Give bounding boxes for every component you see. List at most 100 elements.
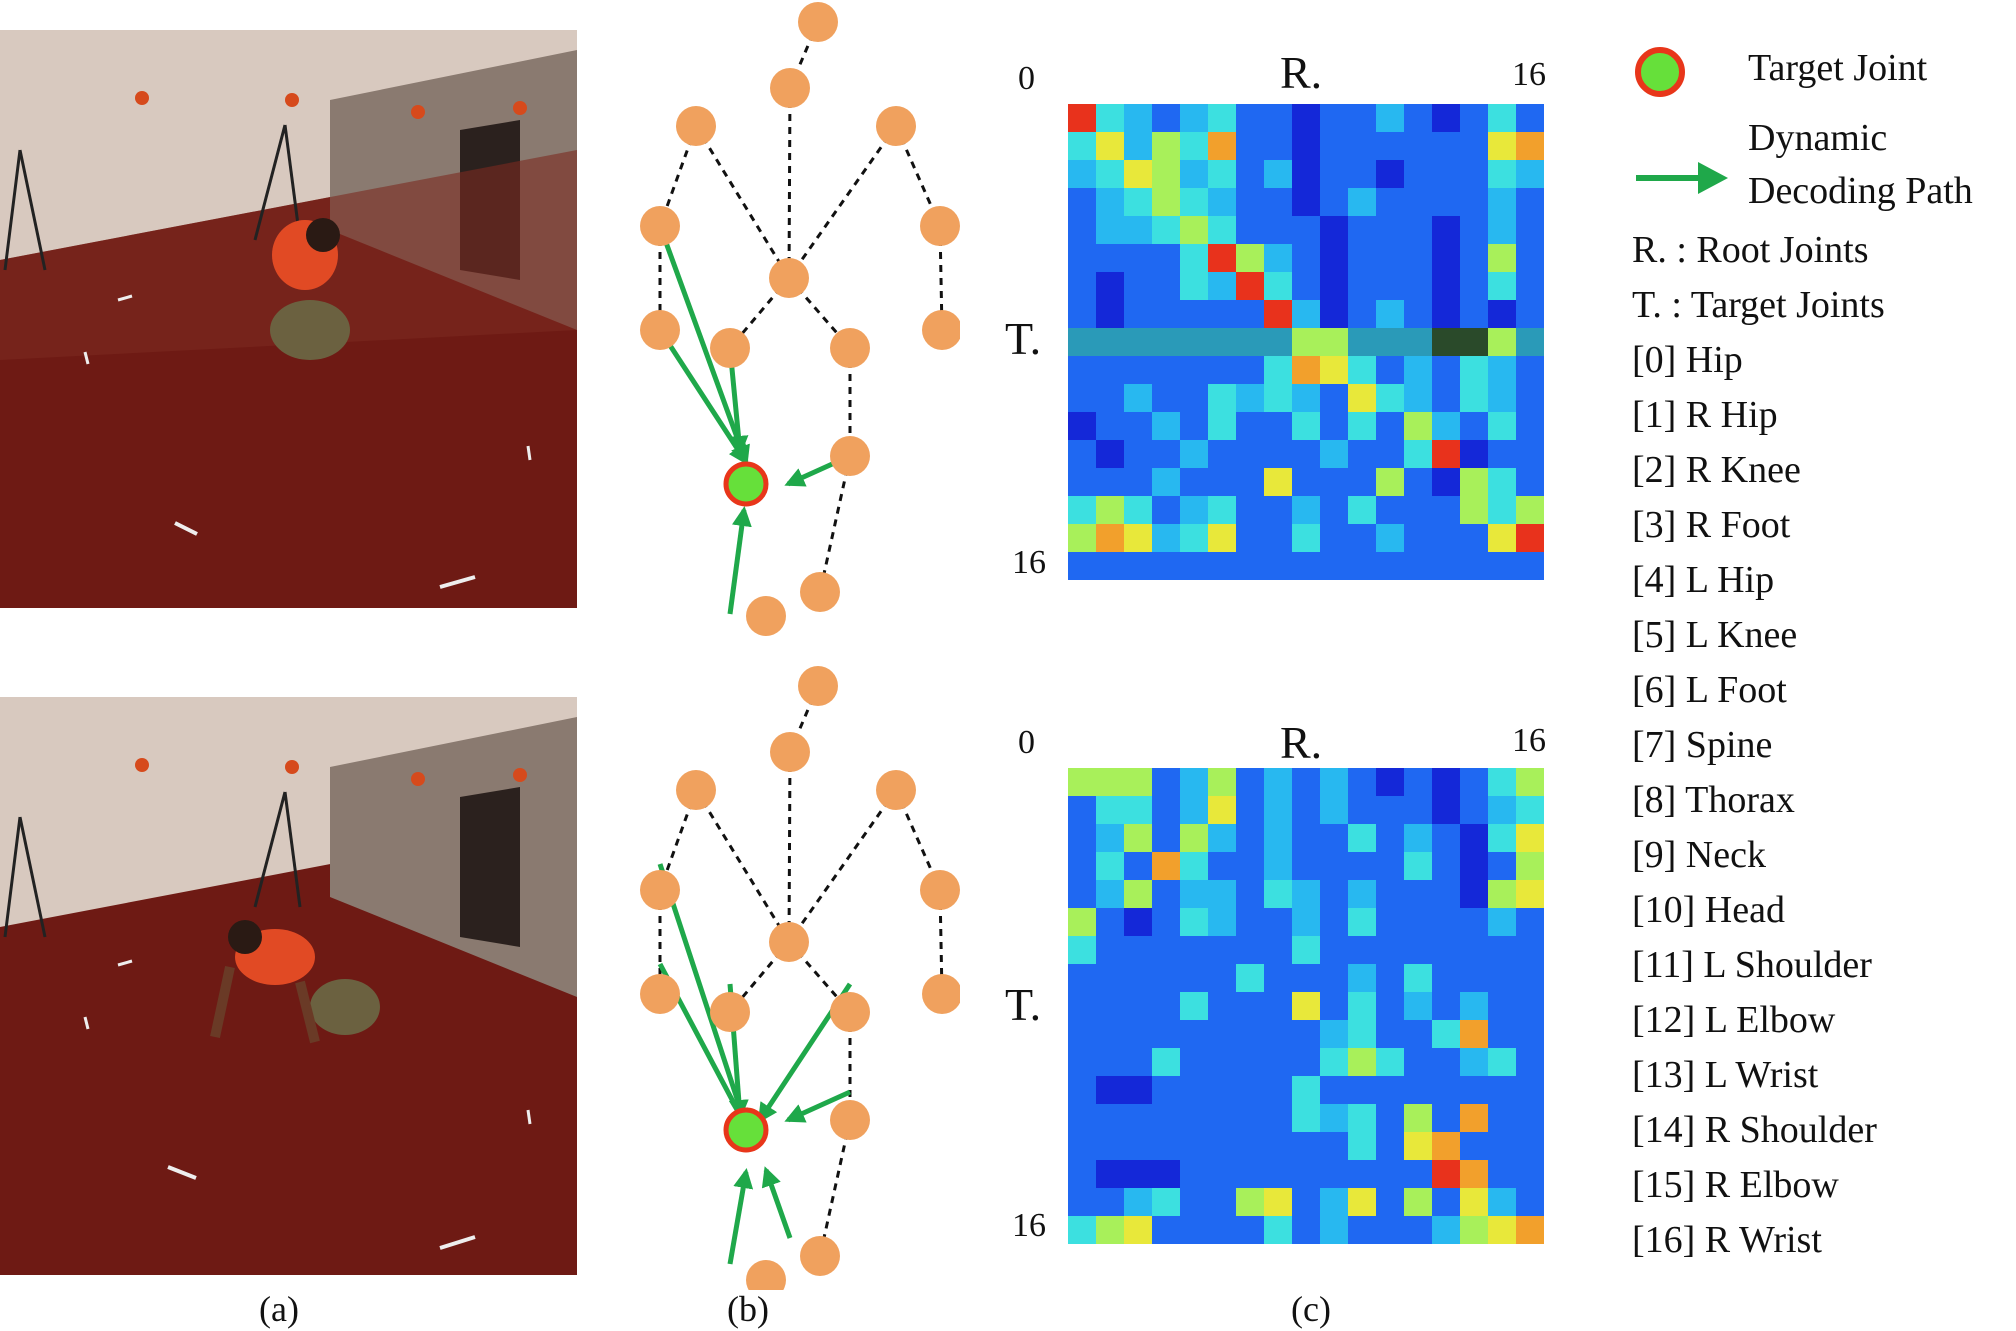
heatmap-top-cell-14-14 <box>1460 496 1489 525</box>
heatmap-bottom-cell-1-13 <box>1432 796 1461 825</box>
heatmap-top-cell-4-11 <box>1376 216 1405 245</box>
heatmap-top-cell-6-16 <box>1516 272 1544 301</box>
heatmap-bottom-cell-8-10 <box>1348 992 1377 1021</box>
heatmap-bottom-cell-4-15 <box>1488 880 1517 909</box>
heatmap-bottom-cell-0-16 <box>1516 768 1544 797</box>
heatmap-bottom-cell-3-9 <box>1320 852 1349 881</box>
heatmap-bottom-cell-9-8 <box>1292 1020 1321 1049</box>
heatmap-top-cell-6-14 <box>1460 272 1489 301</box>
heatmap-bottom-cell-4-11 <box>1376 880 1405 909</box>
heatmap-top-cell-15-8 <box>1292 524 1321 553</box>
skeleton-1-joint-10 <box>830 992 870 1032</box>
caption-b: (b) <box>727 1289 769 1329</box>
heatmap-bottom-cell-2-9 <box>1320 824 1349 853</box>
decoding-path-legend-arrow-icon <box>1636 162 1728 194</box>
heatmap-top-cell-6-12 <box>1404 272 1433 301</box>
heatmap-bottom-cell-1-1 <box>1096 796 1125 825</box>
heatmap-top-cell-0-3 <box>1152 104 1181 133</box>
heatmap-bottom-cell-9-13 <box>1432 1020 1461 1049</box>
heatmap-top-cell-7-5 <box>1208 300 1237 329</box>
joint-label-6: [6] L Foot <box>1632 669 1787 711</box>
heatmap-bottom-cell-12-6 <box>1236 1104 1265 1133</box>
heatmap-bottom-cell-12-10 <box>1348 1104 1377 1133</box>
heatmap-bottom-cell-9-11 <box>1376 1020 1405 1049</box>
heatmap-top-cell-4-15 <box>1488 216 1517 245</box>
heatmap-bottom-cell-15-14 <box>1460 1188 1489 1217</box>
heatmap-bottom-cell-2-7 <box>1264 824 1293 853</box>
heatmap-top-cell-13-5 <box>1208 468 1237 497</box>
skeleton-0-joint-10 <box>830 328 870 368</box>
heatmap-top-cell-11-12 <box>1404 412 1433 441</box>
skeleton-0-joint-7 <box>640 310 680 350</box>
heatmap-bottom-cell-4-13 <box>1432 880 1461 909</box>
heatmap-bottom-cell-12-3 <box>1152 1104 1181 1133</box>
heatmap-top-cell-16-0 <box>1068 552 1097 580</box>
heatmap-bottom-cell-12-8 <box>1292 1104 1321 1133</box>
heatmap-bottom-cell-5-6 <box>1236 908 1265 937</box>
heatmap-bottom-cell-16-3 <box>1152 1216 1181 1244</box>
heatmap-bottom-cell-10-12 <box>1404 1048 1433 1077</box>
heatmap-top-cell-11-14 <box>1460 412 1489 441</box>
heatmap-bottom-cell-6-12 <box>1404 936 1433 965</box>
heatmap-top-cell-13-6 <box>1236 468 1265 497</box>
heatmap-bottom-cell-13-9 <box>1320 1132 1349 1161</box>
heatmap-top-cell-1-8 <box>1292 132 1321 161</box>
heatmap-top-cell-8-9 <box>1320 328 1349 357</box>
joint-label-15: [15] R Elbow <box>1632 1164 1839 1206</box>
heatmap-bottom-cell-1-0 <box>1068 796 1097 825</box>
heatmap-bottom-cell-6-7 <box>1264 936 1293 965</box>
heatmap-bottom-cell-9-5 <box>1208 1020 1237 1049</box>
skeleton-0-arrow-0 <box>657 225 750 466</box>
heatmap-bottom-cell-0-8 <box>1292 768 1321 797</box>
heatmap-bottom-cell-10-10 <box>1348 1048 1377 1077</box>
heatmap-bottom-cell-15-15 <box>1488 1188 1517 1217</box>
heatmap-bottom-cell-15-3 <box>1152 1188 1181 1217</box>
heatmap-top-cell-7-12 <box>1404 300 1433 329</box>
skeleton-0-bone-11 <box>818 455 852 593</box>
heatmap-bottom-cell-4-12 <box>1404 880 1433 909</box>
heatmap-top-cell-6-5 <box>1208 272 1237 301</box>
heatmap-top-cell-11-16 <box>1516 412 1544 441</box>
heatmap-top-cell-16-12 <box>1404 552 1433 580</box>
heatmap-top-target-end-index: 16 <box>1012 544 1046 581</box>
heatmap-top-cell-0-15 <box>1488 104 1517 133</box>
heatmap-top-cell-5-12 <box>1404 244 1433 273</box>
heatmap-top-cell-6-11 <box>1376 272 1405 301</box>
heatmap-top-cell-7-4 <box>1180 300 1209 329</box>
heatmap-bottom-cell-11-9 <box>1320 1076 1349 1105</box>
heatmap-bottom-cell-12-1 <box>1096 1104 1125 1133</box>
heatmap-bottom-cell-2-4 <box>1180 824 1209 853</box>
heatmap-top-cell-5-5 <box>1208 244 1237 273</box>
heatmap-bottom-cell-0-1 <box>1096 768 1125 797</box>
heatmap-bottom-cell-13-16 <box>1516 1132 1544 1161</box>
heatmap-bottom-cell-1-12 <box>1404 796 1433 825</box>
heatmap-top-cell-10-0 <box>1068 384 1097 413</box>
heatmap-top-cell-12-12 <box>1404 440 1433 469</box>
heatmap-bottom-cell-14-14 <box>1460 1160 1489 1189</box>
skeleton-1-joint-13 <box>746 1260 786 1290</box>
heatmap-bottom-cell-16-10 <box>1348 1216 1377 1244</box>
heatmap-bottom-cell-3-2 <box>1124 852 1153 881</box>
heatmap-top-cell-16-3 <box>1152 552 1181 580</box>
heatmap-top-cell-7-7 <box>1264 300 1293 329</box>
heatmap-top-cell-9-15 <box>1488 356 1517 385</box>
heatmap-top-cell-7-3 <box>1152 300 1181 329</box>
heatmap-bottom-cell-16-5 <box>1208 1216 1237 1244</box>
heatmap-bottom-cell-5-5 <box>1208 908 1237 937</box>
heatmap-bottom-cell-8-2 <box>1124 992 1153 1021</box>
heatmap-top-cell-15-3 <box>1152 524 1181 553</box>
heatmap-bottom-cell-2-2 <box>1124 824 1153 853</box>
heatmap-top-cell-11-13 <box>1432 412 1461 441</box>
heatmap-bottom-cell-2-13 <box>1432 824 1461 853</box>
heatmap-top-cell-12-15 <box>1488 440 1517 469</box>
heatmap-bottom-cell-8-16 <box>1516 992 1544 1021</box>
heatmap-top-cell-1-4 <box>1180 132 1209 161</box>
skeleton-0-joint-0 <box>798 2 838 42</box>
heatmap-top-cell-5-7 <box>1264 244 1293 273</box>
heatmap-bottom-cell-10-9 <box>1320 1048 1349 1077</box>
skeleton-0-joint-14 <box>800 572 840 612</box>
heatmap-top-cell-9-1 <box>1096 356 1125 385</box>
heatmap-top-cell-13-13 <box>1432 468 1461 497</box>
heatmap-bottom-cell-2-5 <box>1208 824 1237 853</box>
heatmap-bottom-cell-5-16 <box>1516 908 1544 937</box>
